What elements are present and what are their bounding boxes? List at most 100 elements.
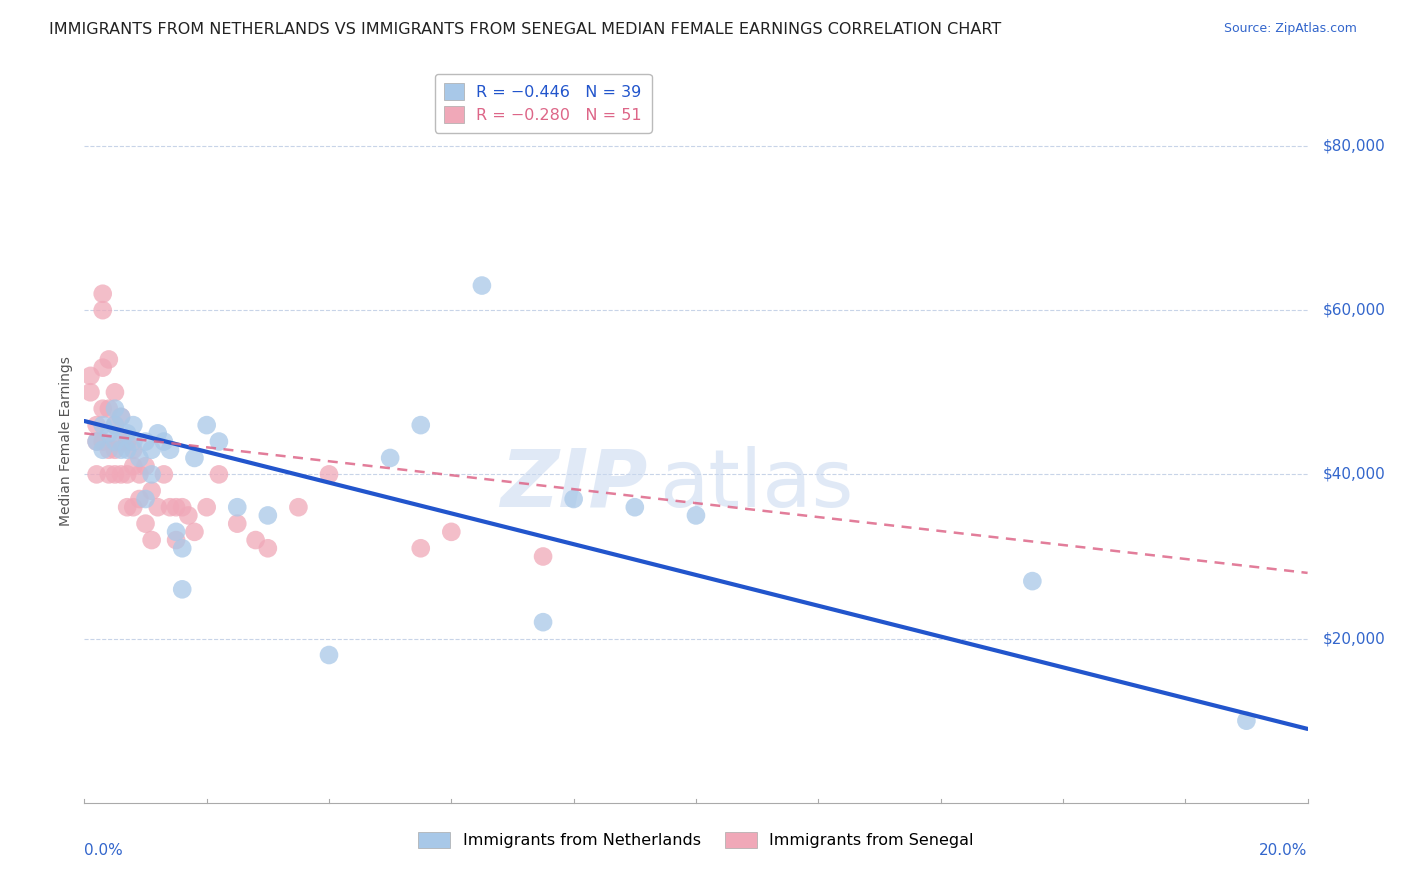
Point [104, 418, 127, 433]
Point [165, 533, 187, 547]
Point [79, 368, 101, 383]
Point [183, 450, 205, 465]
Point [97, 401, 120, 416]
Text: $80,000: $80,000 [1322, 138, 1385, 153]
Point [380, 450, 402, 465]
Point [172, 582, 194, 597]
Point [115, 500, 138, 515]
Point [141, 533, 163, 547]
Point [128, 491, 150, 506]
Point [208, 467, 231, 482]
Point [110, 409, 132, 424]
Text: ZIP: ZIP [499, 446, 647, 524]
Text: $20,000: $20,000 [1322, 632, 1385, 646]
Point [115, 434, 138, 449]
Point [226, 500, 249, 515]
Text: 20.0%: 20.0% [1260, 843, 1308, 857]
Point [159, 500, 181, 515]
Point [104, 418, 127, 433]
Point [159, 442, 181, 457]
Y-axis label: Median Female Earnings: Median Female Earnings [59, 357, 73, 526]
Point [471, 278, 494, 293]
Point [122, 500, 145, 515]
Text: atlas: atlas [659, 446, 853, 524]
Point [122, 459, 145, 474]
Point [97, 426, 120, 441]
Point [1021, 574, 1043, 588]
Point [135, 434, 157, 449]
Text: 0.0%: 0.0% [84, 843, 124, 857]
Point [141, 467, 163, 482]
Point [195, 418, 218, 433]
Point [257, 541, 280, 556]
Point [172, 500, 194, 515]
Point [318, 467, 340, 482]
Point [91, 442, 114, 457]
Point [195, 500, 218, 515]
Point [122, 442, 145, 457]
Point [318, 648, 340, 662]
Point [97, 442, 120, 457]
Legend: Immigrants from Netherlands, Immigrants from Senegal: Immigrants from Netherlands, Immigrants … [411, 823, 981, 856]
Text: $60,000: $60,000 [1322, 302, 1385, 318]
Point [183, 524, 205, 539]
Point [104, 401, 127, 416]
Point [146, 500, 169, 515]
Point [226, 516, 249, 531]
Point [245, 533, 267, 547]
Point [122, 418, 145, 433]
Point [104, 442, 127, 457]
Point [128, 467, 150, 482]
Point [86, 434, 108, 449]
Point [110, 467, 132, 482]
Point [115, 426, 138, 441]
Text: IMMIGRANTS FROM NETHERLANDS VS IMMIGRANTS FROM SENEGAL MEDIAN FEMALE EARNINGS CO: IMMIGRANTS FROM NETHERLANDS VS IMMIGRANT… [49, 22, 1001, 37]
Point [624, 500, 647, 515]
Point [97, 467, 120, 482]
Point [104, 467, 127, 482]
Point [104, 434, 127, 449]
Point [86, 434, 108, 449]
Point [172, 541, 194, 556]
Point [110, 442, 132, 457]
Point [531, 549, 554, 564]
Point [257, 508, 280, 523]
Point [91, 360, 114, 375]
Point [287, 500, 309, 515]
Point [141, 442, 163, 457]
Point [146, 426, 169, 441]
Point [440, 524, 463, 539]
Point [153, 467, 176, 482]
Text: Source: ZipAtlas.com: Source: ZipAtlas.com [1223, 22, 1357, 36]
Point [562, 491, 585, 506]
Point [91, 303, 114, 318]
Point [409, 418, 432, 433]
Point [177, 508, 200, 523]
Point [165, 500, 187, 515]
Point [1236, 714, 1258, 728]
Point [97, 352, 120, 367]
Point [208, 434, 231, 449]
Point [135, 516, 157, 531]
Point [91, 434, 114, 449]
Point [153, 434, 176, 449]
Point [141, 483, 163, 498]
Point [685, 508, 707, 523]
Point [79, 385, 101, 400]
Point [110, 434, 132, 449]
Point [115, 467, 138, 482]
Point [91, 286, 114, 301]
Point [110, 409, 132, 424]
Point [104, 385, 127, 400]
Point [86, 418, 108, 433]
Point [409, 541, 432, 556]
Point [135, 491, 157, 506]
Point [91, 401, 114, 416]
Point [86, 467, 108, 482]
Point [165, 524, 187, 539]
Point [128, 450, 150, 465]
Text: $40,000: $40,000 [1322, 467, 1385, 482]
Point [531, 615, 554, 630]
Point [115, 442, 138, 457]
Point [122, 434, 145, 449]
